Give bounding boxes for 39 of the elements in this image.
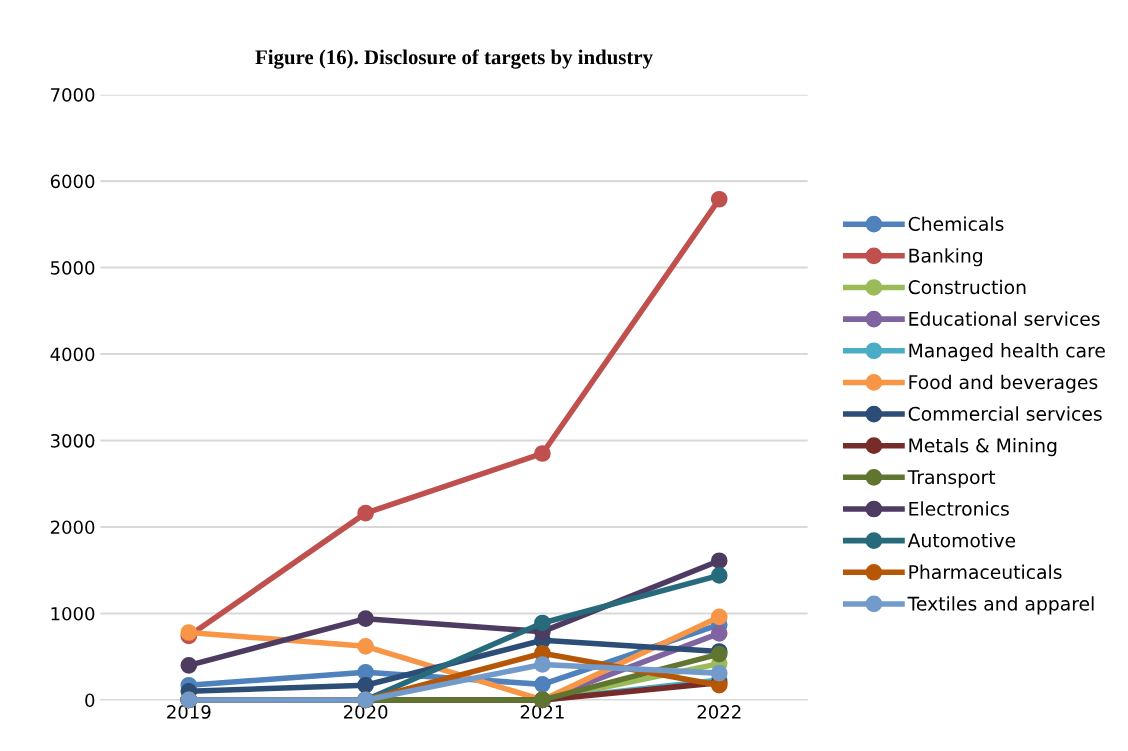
y-tick-label: 6000: [50, 174, 95, 189]
point: [710, 190, 728, 208]
point: [180, 657, 198, 674]
y-tick-label: 7000: [51, 88, 95, 102]
point: [357, 676, 374, 694]
point: [534, 676, 551, 693]
legend-label: Textiles and apparel: [907, 596, 1094, 615]
point: [357, 504, 374, 522]
legend-label: Electronics: [909, 501, 1009, 516]
point: [180, 624, 198, 641]
x-tick-label: 2022: [697, 705, 741, 719]
point: [534, 445, 551, 462]
y-tick-label: 4000: [50, 347, 95, 362]
point: [710, 625, 728, 642]
point: [710, 552, 728, 570]
legend-label: Construction: [908, 279, 1026, 295]
y-tick-label: 0: [85, 693, 95, 708]
point: [710, 664, 728, 682]
y-tick-label: 1000: [51, 606, 95, 621]
point: [357, 610, 374, 627]
point: [357, 637, 374, 655]
y-tick-label: 3000: [50, 433, 95, 448]
legend-label: Educational services: [909, 311, 1100, 326]
legend-label: Food and beverages: [909, 374, 1098, 393]
legend-label: Transport: [907, 470, 996, 488]
legend-label: Banking: [909, 248, 982, 267]
point: [534, 614, 551, 632]
legend-label: Metals & Mining: [909, 438, 1057, 457]
legend-label: Automotive: [907, 532, 1016, 548]
y-tick-label: 2000: [50, 520, 95, 535]
point: [534, 656, 551, 673]
legend-label: Pharmaceuticals: [909, 564, 1062, 580]
point: [710, 567, 728, 584]
point: [710, 608, 728, 626]
legend-label: Managed health care: [909, 343, 1105, 362]
legend-label: Chemicals: [908, 216, 1004, 231]
legend-label: Commercial services: [908, 406, 1102, 421]
chart-title: Figure (16). Disclosure of targets by industry: [255, 49, 653, 69]
y-tick-label: 5000: [50, 261, 95, 275]
